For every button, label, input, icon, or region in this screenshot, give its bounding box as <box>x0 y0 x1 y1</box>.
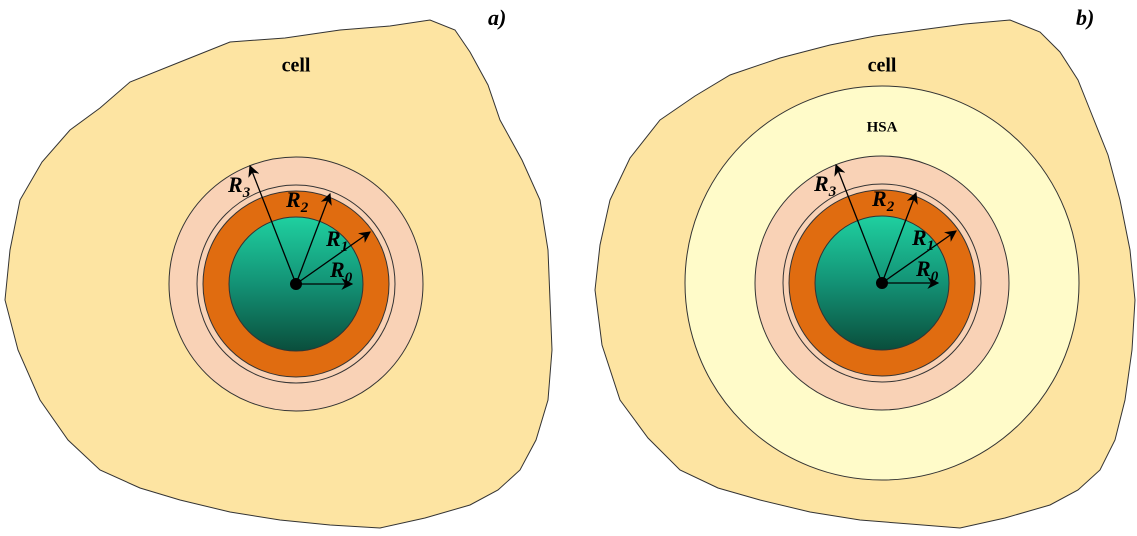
radius-letter: R <box>285 187 301 212</box>
hsa-label: HSA <box>867 119 898 135</box>
radius-subscript: 3 <box>242 185 251 201</box>
radius-label: R1 <box>325 226 348 255</box>
radius-subscript: 2 <box>886 199 895 215</box>
radius-letter: R <box>227 172 243 197</box>
radius-arrow <box>834 163 883 284</box>
radius-arrow <box>248 164 297 285</box>
radius-letter: R <box>871 186 887 211</box>
radius-label: R2 <box>871 186 895 215</box>
radius-label: R0 <box>915 256 939 285</box>
radius-subscript: 2 <box>300 200 309 216</box>
radius-subscript: 1 <box>927 238 935 254</box>
radius-label: R1 <box>911 225 934 254</box>
radius-letter: R <box>329 257 345 282</box>
radius-letter: R <box>911 225 927 250</box>
panel-label: b) <box>1076 5 1094 30</box>
thin-ring <box>196 184 396 384</box>
cell-label: cell <box>868 55 897 77</box>
radius-subscript: 0 <box>931 269 939 285</box>
radius-arrow <box>881 191 918 284</box>
radius-label: R3 <box>227 172 251 201</box>
radius-arrow <box>295 231 371 285</box>
panel-label: a) <box>488 5 506 30</box>
radius-arrow <box>295 192 332 285</box>
radius-arrow <box>881 230 957 284</box>
thin-ring <box>782 183 982 383</box>
radius-letter: R <box>915 256 931 281</box>
radius-label: R2 <box>285 187 309 216</box>
radius-subscript: 0 <box>345 270 353 286</box>
radius-subscript: 1 <box>341 239 349 255</box>
radius-letter: R <box>325 226 341 251</box>
cell-label: cell <box>282 55 311 77</box>
radius-subscript: 3 <box>828 184 837 200</box>
radius-label: R3 <box>813 171 837 200</box>
radius-label: R0 <box>329 257 353 286</box>
radius-letter: R <box>813 171 829 196</box>
